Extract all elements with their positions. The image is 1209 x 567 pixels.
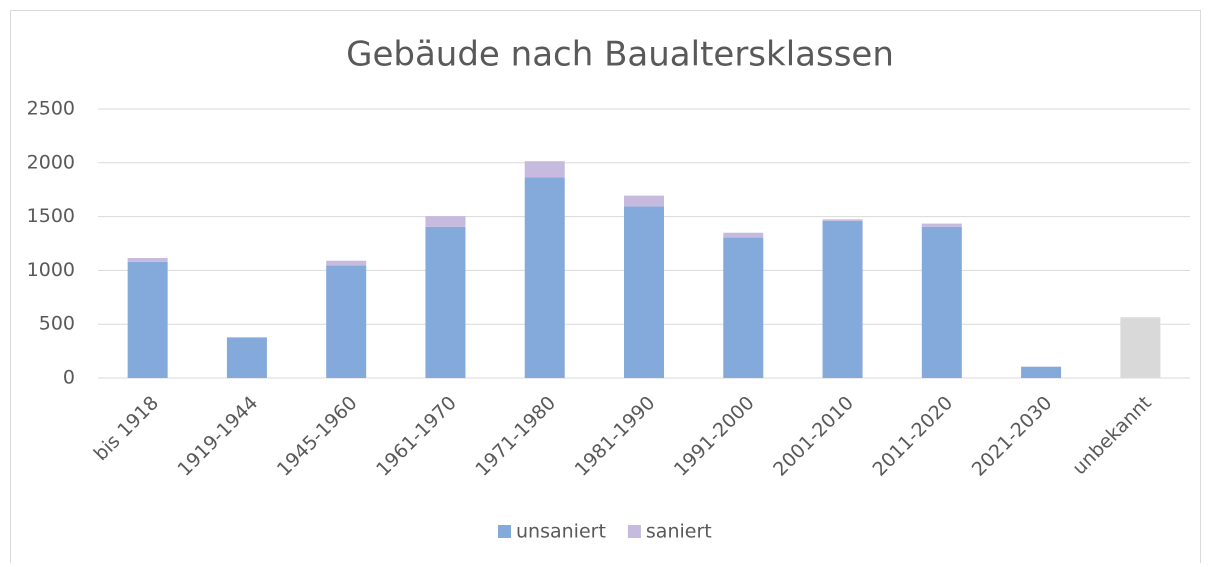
bar-segment	[425, 226, 466, 378]
y-tick-label: 500	[39, 313, 75, 335]
bar-segment	[723, 237, 764, 378]
bar-segment	[226, 337, 267, 338]
y-tick-label: 1000	[27, 259, 75, 281]
bar-segment	[624, 195, 664, 207]
bar-segment	[822, 219, 863, 221]
y-tick-label: 2000	[27, 151, 75, 173]
bar-segment	[127, 258, 168, 262]
bar-segment	[127, 261, 168, 378]
chart-title: Gebäude nach Baualtersklassen	[346, 35, 894, 75]
legend-swatch	[498, 525, 511, 538]
bar-segment	[425, 216, 466, 227]
y-tick-label: 2500	[27, 98, 75, 120]
bar-segment	[326, 265, 367, 378]
bar-segment	[921, 223, 962, 227]
bar-segment	[624, 206, 664, 378]
legend-swatch	[627, 525, 641, 538]
chart-border	[10, 10, 1201, 567]
legend-label: unsaniert	[516, 521, 606, 543]
bar-segment	[921, 226, 962, 378]
bar-segment	[524, 177, 565, 378]
bar-segment	[1021, 366, 1062, 378]
bar-segment	[822, 220, 863, 378]
y-tick-label: 1500	[27, 205, 75, 227]
bar-segment	[723, 232, 764, 238]
bar-segment	[326, 260, 367, 266]
legend-label: saniert	[646, 521, 712, 543]
bar-segment	[524, 161, 565, 178]
bar-segment	[226, 337, 267, 378]
bar-segment	[1120, 317, 1161, 319]
bar-segment	[1120, 318, 1161, 378]
y-tick-label: 0	[63, 367, 75, 389]
